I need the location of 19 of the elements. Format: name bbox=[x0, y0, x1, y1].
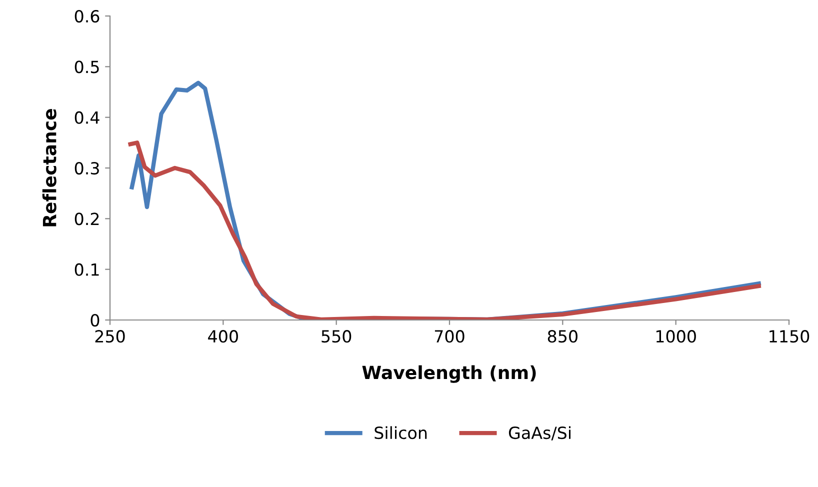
x-tick-label: 700 bbox=[434, 330, 464, 343]
y-tick-label: 0.6 bbox=[74, 10, 100, 23]
x-tick-label: 850 bbox=[548, 330, 578, 343]
y-tick-label: 0.1 bbox=[74, 263, 99, 276]
y-tick-label: 0.3 bbox=[74, 162, 99, 175]
x-tick-label: 550 bbox=[322, 330, 352, 343]
line-series bbox=[128, 140, 761, 320]
x-tick-label: 250 bbox=[95, 330, 125, 343]
x-axis-title: Wavelength (nm) bbox=[362, 365, 536, 383]
legend-label: Silicon bbox=[374, 426, 427, 440]
y-tick-label: 0.5 bbox=[74, 60, 99, 74]
x-tick-label: 400 bbox=[208, 330, 238, 343]
y-tick-label: 0.4 bbox=[74, 111, 100, 124]
legend-label: GaAs/Si bbox=[508, 426, 570, 440]
y-tick-label: 0 bbox=[90, 314, 100, 327]
y-tick-label: 0.2 bbox=[74, 212, 99, 226]
y-axis-title: Reflectance bbox=[42, 108, 56, 226]
x-tick-label: 1150 bbox=[770, 330, 810, 343]
x-tick-label: 1000 bbox=[656, 330, 696, 343]
